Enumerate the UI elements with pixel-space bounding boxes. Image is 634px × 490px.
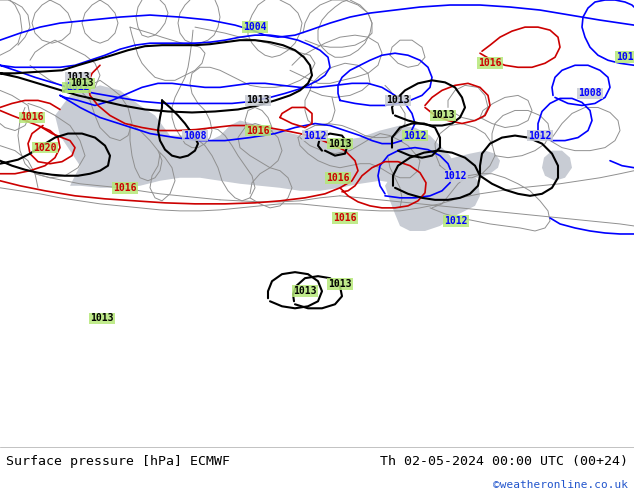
Text: 1013: 1013 (328, 139, 352, 148)
Text: 1008: 1008 (183, 130, 207, 141)
Text: 1013: 1013 (431, 110, 455, 121)
Polygon shape (318, 156, 335, 168)
Text: 1020: 1020 (33, 143, 57, 152)
Text: 1016: 1016 (327, 173, 350, 183)
Text: 1016: 1016 (246, 125, 269, 136)
Text: 1013: 1013 (90, 313, 113, 323)
Text: 1008: 1008 (578, 88, 602, 98)
Text: 1013: 1013 (294, 286, 317, 296)
Text: 1004: 1004 (243, 22, 267, 32)
Text: 1012: 1012 (63, 82, 87, 93)
Text: 1012: 1012 (303, 130, 327, 141)
Text: 1012: 1012 (616, 52, 634, 62)
Text: 1016: 1016 (333, 213, 357, 223)
Text: 1012: 1012 (443, 171, 467, 181)
Text: 1013: 1013 (328, 279, 352, 289)
Text: 1012: 1012 (528, 130, 552, 141)
Text: Surface pressure [hPa] ECMWF: Surface pressure [hPa] ECMWF (6, 456, 230, 468)
Text: 1016: 1016 (478, 58, 501, 68)
Polygon shape (385, 161, 480, 231)
Polygon shape (393, 150, 500, 178)
Polygon shape (280, 141, 305, 156)
Text: 1012: 1012 (403, 130, 427, 141)
Polygon shape (55, 85, 455, 191)
Text: 1013: 1013 (66, 73, 90, 82)
Text: Th 02-05-2024 00:00 UTC (00+24): Th 02-05-2024 00:00 UTC (00+24) (380, 456, 628, 468)
Text: 1012: 1012 (444, 216, 468, 226)
Text: 1013: 1013 (70, 78, 94, 88)
Text: ©weatheronline.co.uk: ©weatheronline.co.uk (493, 480, 628, 490)
Text: 1016: 1016 (113, 183, 137, 193)
Text: 1013: 1013 (386, 96, 410, 105)
Text: 1013: 1013 (246, 96, 269, 105)
Text: 1012: 1012 (66, 82, 90, 93)
Text: 1016: 1016 (20, 113, 44, 122)
Polygon shape (542, 150, 572, 181)
